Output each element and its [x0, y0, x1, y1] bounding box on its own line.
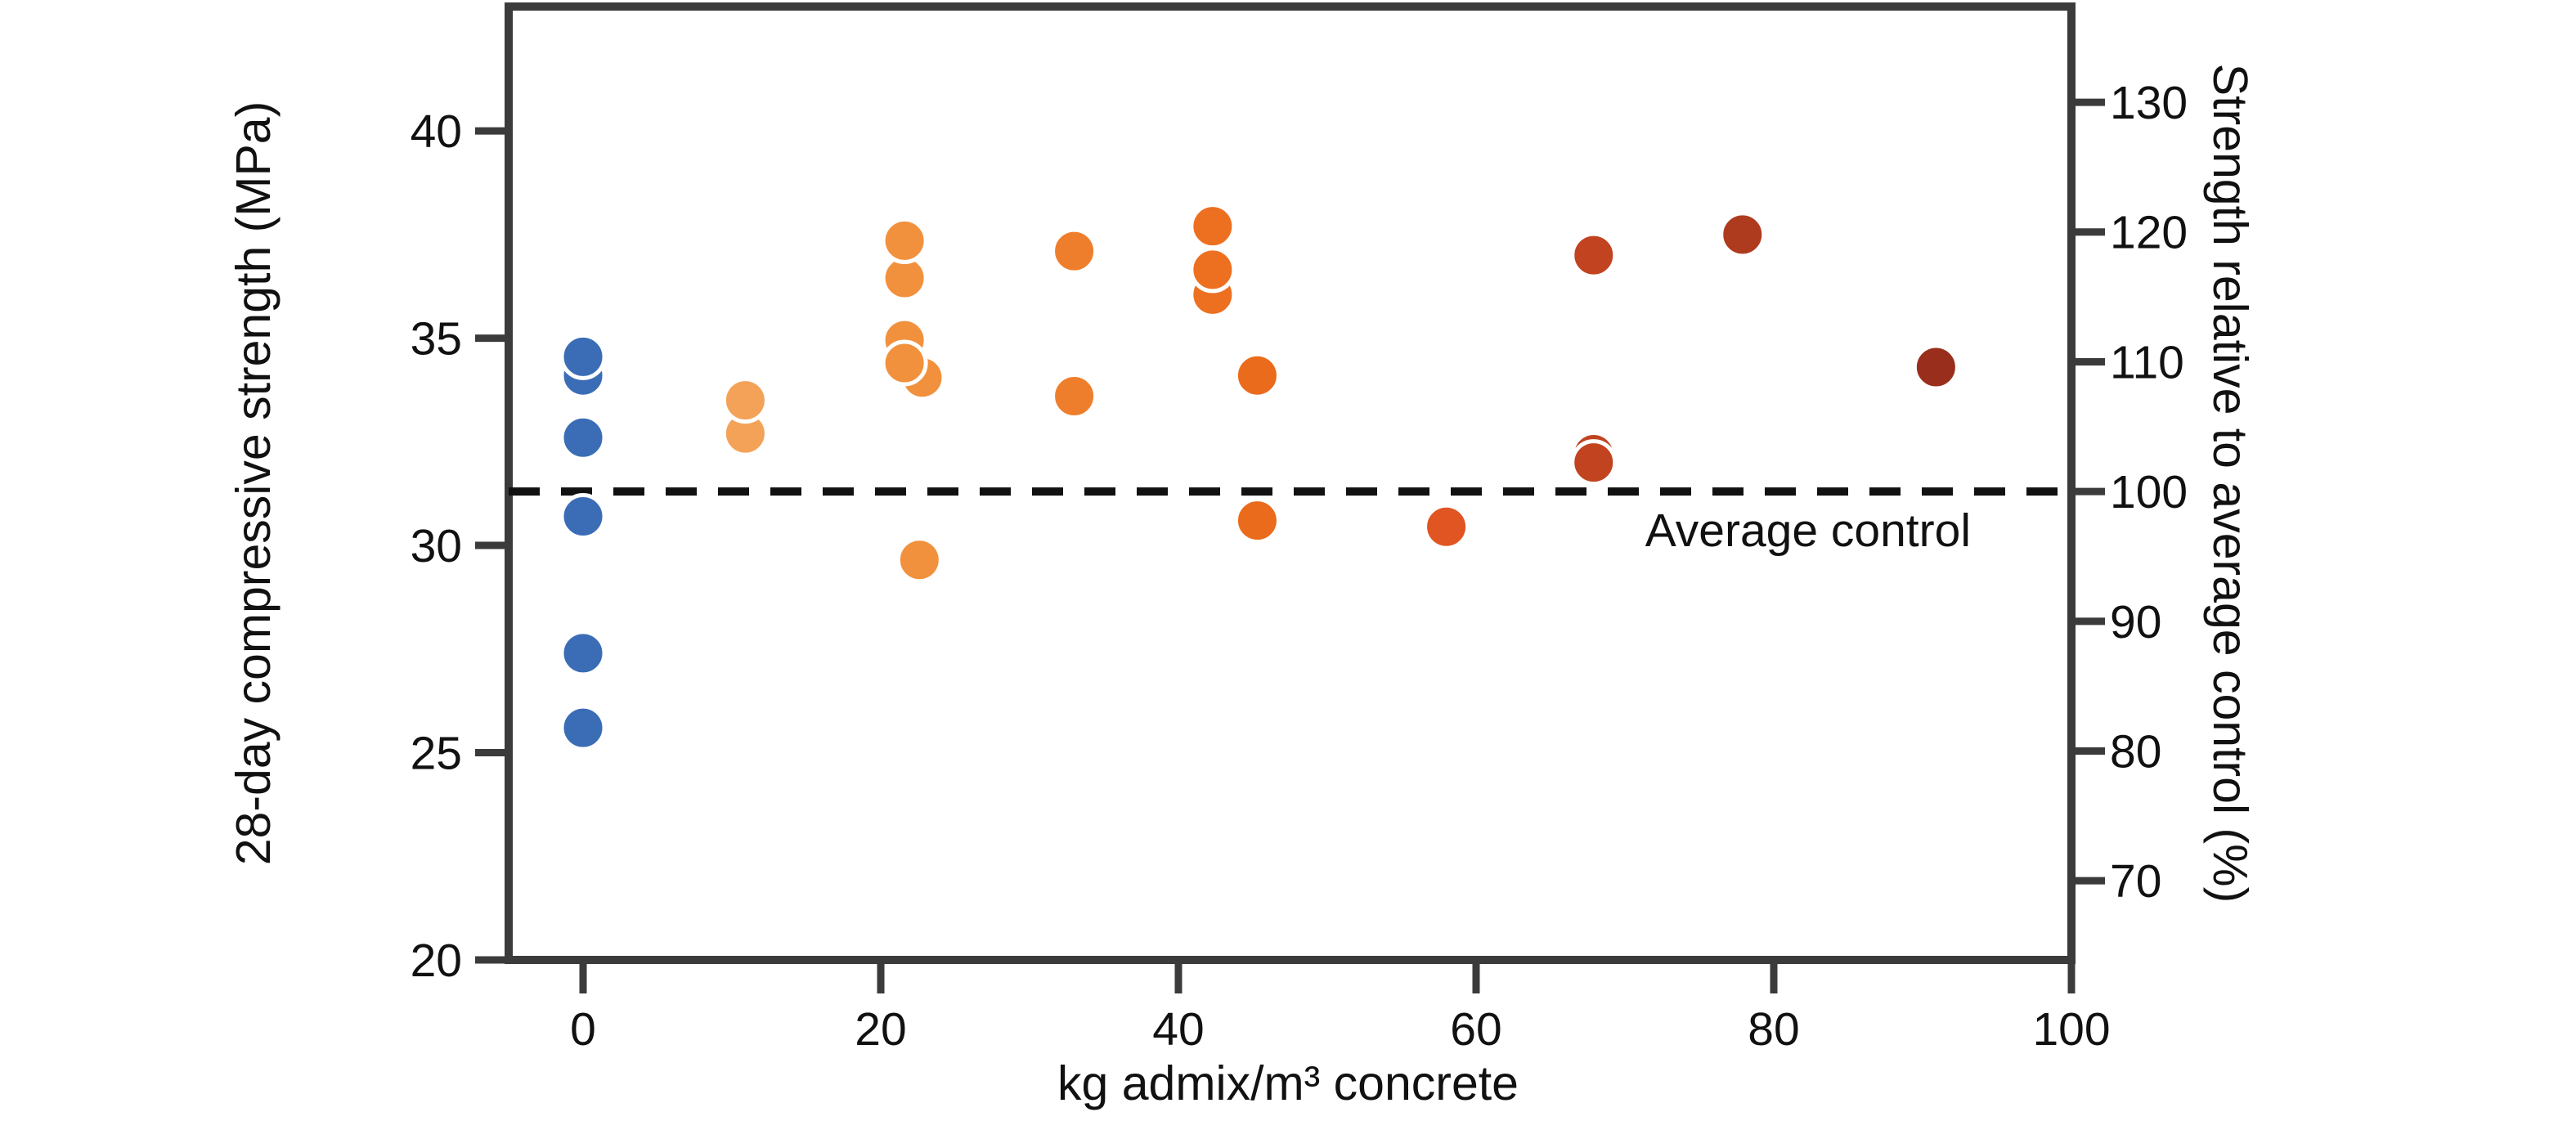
data-point	[1719, 211, 1766, 258]
chart-layer: 0 20 40 60 80 100 20 25 30 35 40 70 80 90 100 110 120 130	[411, 2, 2188, 1056]
data-point	[881, 339, 928, 387]
data-point	[1189, 246, 1236, 294]
data-point	[1051, 373, 1098, 420]
y-left-tick-label: 30	[411, 520, 462, 572]
data-point	[1570, 439, 1618, 487]
y-left-tick-label: 40	[411, 105, 462, 158]
x-tick-label: 0	[570, 1003, 596, 1056]
y-right-tick-label: 130	[2110, 77, 2188, 129]
x-axis-title: kg admix/m³ concrete	[1057, 1056, 1519, 1110]
data-point	[1570, 231, 1618, 279]
data-point	[1233, 497, 1281, 545]
x-tick-label: 80	[1748, 1003, 1799, 1056]
data-point	[1423, 503, 1470, 550]
data-point	[559, 704, 607, 751]
x-tick-label: 60	[1450, 1003, 1501, 1056]
y-right-tick-label: 90	[2110, 596, 2161, 648]
y-right-tick-label: 110	[2110, 336, 2184, 388]
y-right-tick-label: 100	[2110, 466, 2188, 518]
data-point	[881, 217, 928, 264]
y-axis-left-title: 28-day compressive strength (MPa)	[227, 101, 280, 866]
y-left-tick-label: 25	[411, 727, 462, 779]
data-point	[559, 493, 607, 540]
y-left-tick-label: 20	[411, 935, 462, 987]
data-point	[1189, 203, 1236, 250]
y-right-tick-label: 70	[2110, 855, 2161, 908]
data-point	[559, 630, 607, 677]
x-tick-label: 100	[2032, 1003, 2110, 1056]
average-control-label: Average control	[1645, 504, 1971, 557]
y-axis-right-title: Strength relative to average control (%)	[2203, 63, 2257, 904]
data-point	[1051, 227, 1098, 275]
x-tick-label: 20	[855, 1003, 906, 1056]
data-point	[559, 414, 607, 461]
y-right-tick-label: 80	[2110, 725, 2161, 778]
y-left-tick-label: 35	[411, 313, 462, 365]
data-point	[721, 377, 769, 424]
y-right-tick-label: 120	[2110, 207, 2188, 259]
data-point	[1233, 352, 1281, 399]
plot-frame	[505, 2, 2076, 964]
data-point	[559, 333, 607, 380]
data-point	[1912, 343, 1959, 391]
x-tick-label: 40	[1152, 1003, 1204, 1056]
data-point	[895, 536, 943, 584]
